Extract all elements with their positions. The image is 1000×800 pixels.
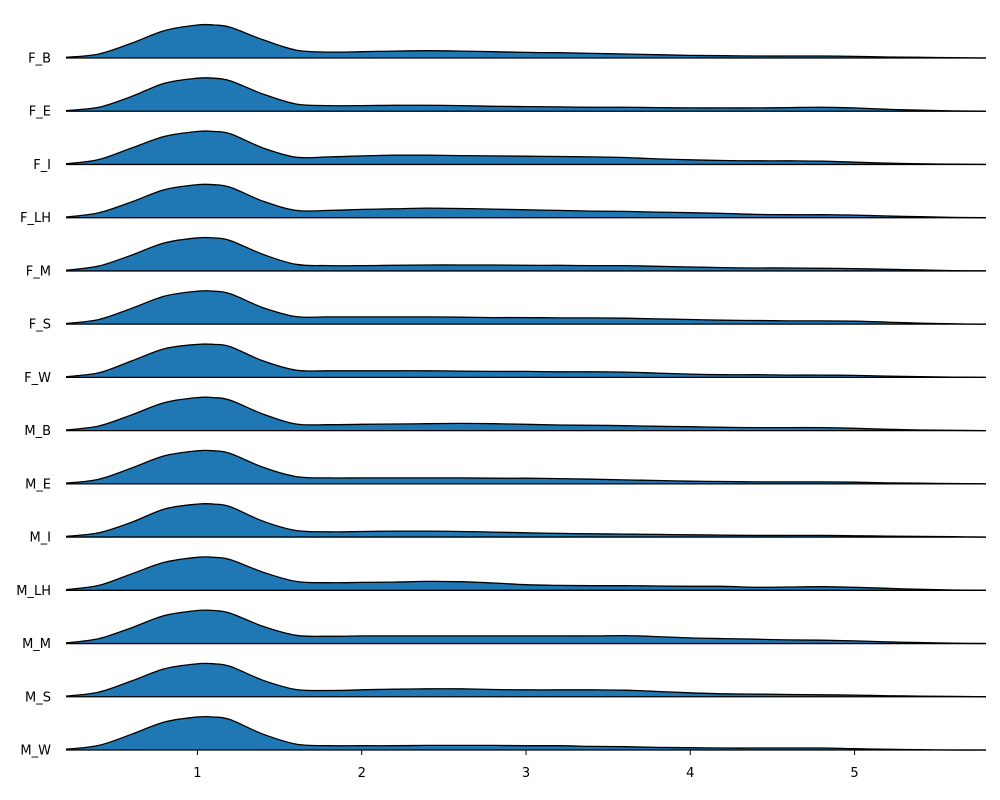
x-tick-label: 3 bbox=[522, 766, 530, 781]
ridge-area-F_LH bbox=[66, 184, 986, 218]
ridge-area-M_W bbox=[66, 716, 986, 751]
ridge-outline-M_M bbox=[65, 609, 987, 645]
ridge-area-M_S bbox=[66, 663, 986, 697]
ridge-F_I: F_I bbox=[33, 130, 987, 173]
ridge-outline-F_M bbox=[65, 236, 987, 272]
ridge-F_LH: F_LH bbox=[20, 183, 987, 226]
ridge-area-M_B bbox=[66, 397, 986, 431]
ridge-area-F_I bbox=[66, 130, 986, 165]
ridge-outline-M_B bbox=[65, 396, 987, 432]
ridge-area-M_M bbox=[66, 610, 986, 644]
x-axis: 1 2 3 4 5 bbox=[193, 750, 859, 781]
ridge-area-M_E bbox=[66, 450, 986, 484]
ridge-M_E: M_E bbox=[25, 449, 987, 492]
x-tick-label: 2 bbox=[358, 766, 366, 781]
ridge-area-F_B bbox=[66, 24, 986, 59]
ridge-outline-F_B bbox=[65, 23, 987, 59]
ridges-group: F_B F_E F_I F_LH F_M F_S F_W M_B M_E M_I M_LH M_M M_… bbox=[16, 23, 987, 759]
ridge-area-F_M bbox=[66, 237, 986, 271]
x-tick-label: 1 bbox=[193, 766, 201, 781]
ridge-label-M_B: M_B bbox=[24, 424, 51, 439]
ridge-label-M_LH: M_LH bbox=[16, 584, 51, 599]
ridge-area-F_E bbox=[66, 77, 986, 112]
ridge-label-F_W: F_W bbox=[24, 371, 51, 386]
ridge-area-F_S bbox=[66, 290, 986, 325]
ridge-label-M_W: M_W bbox=[20, 744, 51, 759]
ridge-outline-F_W bbox=[65, 343, 987, 379]
ridge-M_W: M_W bbox=[20, 715, 987, 759]
ridge-F_W: F_W bbox=[24, 343, 987, 386]
ridge-label-F_E: F_E bbox=[29, 105, 51, 120]
ridge-outline-M_E bbox=[65, 449, 987, 485]
ridge-outline-M_LH bbox=[65, 556, 987, 591]
ridge-label-F_I: F_I bbox=[33, 158, 51, 173]
ridge-label-M_I: M_I bbox=[29, 531, 51, 546]
ridge-outline-F_LH bbox=[65, 183, 987, 219]
ridge-F_E: F_E bbox=[29, 77, 987, 120]
ridge-outline-M_W bbox=[65, 715, 987, 751]
ridge-label-F_M: F_M bbox=[26, 264, 51, 279]
ridge-M_LH: M_LH bbox=[16, 556, 987, 599]
ridge-outline-F_I bbox=[65, 130, 987, 166]
ridge-M_M: M_M bbox=[22, 609, 987, 652]
ridge-label-F_S: F_S bbox=[29, 318, 51, 333]
ridge-outline-M_I bbox=[65, 502, 987, 538]
ridge-M_B: M_B bbox=[24, 396, 987, 439]
ridge-outline-F_S bbox=[65, 290, 987, 325]
ridge-F_B: F_B bbox=[28, 23, 987, 67]
ridge-label-M_E: M_E bbox=[25, 477, 51, 492]
ridge-label-F_LH: F_LH bbox=[20, 211, 51, 226]
ridge-label-M_S: M_S bbox=[25, 690, 51, 705]
ridge-area-F_W bbox=[66, 343, 986, 378]
x-tick-label: 4 bbox=[686, 766, 694, 781]
ridge-F_M: F_M bbox=[26, 236, 987, 279]
ridge-label-F_B: F_B bbox=[28, 52, 51, 67]
ridge-area-M_I bbox=[66, 503, 986, 538]
ridge-outline-M_S bbox=[65, 662, 987, 698]
x-tick-label: 5 bbox=[850, 766, 858, 781]
ridge-F_S: F_S bbox=[29, 290, 987, 333]
ridge-label-M_M: M_M bbox=[22, 637, 51, 652]
ridge-M_I: M_I bbox=[29, 502, 987, 546]
ridge-outline-F_E bbox=[65, 77, 987, 112]
ridge-M_S: M_S bbox=[25, 662, 987, 705]
